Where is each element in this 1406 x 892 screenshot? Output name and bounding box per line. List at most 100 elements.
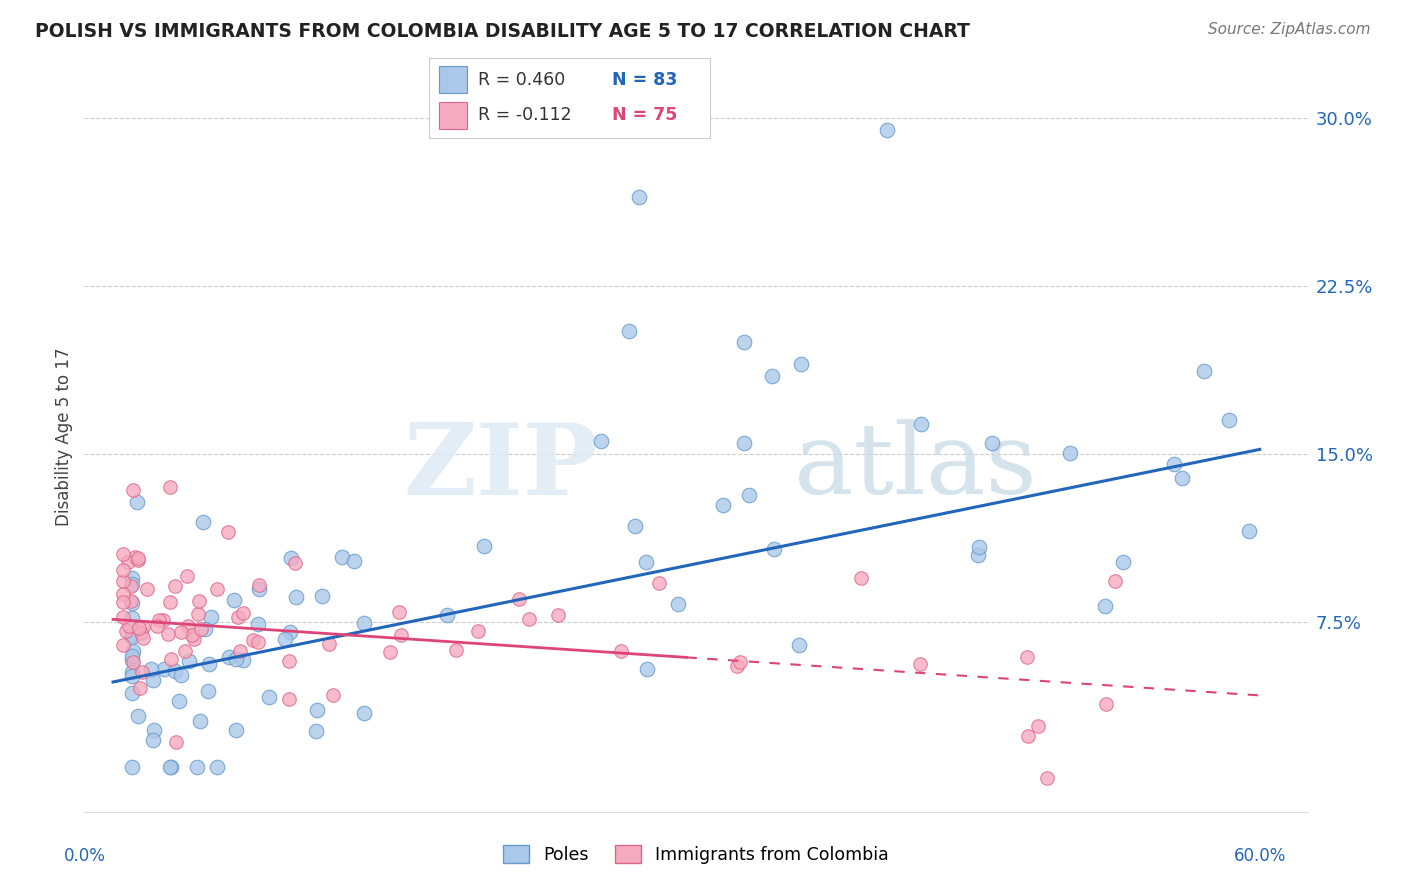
Point — [1094, 697, 1116, 711]
Point — [127, 553, 149, 567]
Point — [519, 612, 541, 626]
Point — [111, 563, 134, 577]
Point — [190, 622, 212, 636]
Point — [733, 435, 755, 450]
Point — [280, 625, 302, 640]
Point — [194, 622, 217, 636]
Point — [121, 611, 143, 625]
Point — [627, 189, 650, 203]
Point — [547, 607, 569, 622]
Point — [153, 662, 176, 676]
Point — [120, 593, 142, 607]
Point — [1112, 555, 1135, 569]
Point — [647, 575, 669, 590]
Point — [159, 594, 181, 608]
Point — [132, 620, 155, 634]
Point — [176, 619, 198, 633]
Point — [257, 690, 280, 704]
Point — [636, 662, 658, 676]
Point — [177, 654, 200, 668]
Point — [1239, 524, 1261, 539]
Point — [121, 665, 143, 680]
Point — [188, 594, 211, 608]
Point — [111, 574, 134, 588]
Point — [508, 591, 530, 606]
Point — [246, 634, 269, 648]
Point — [121, 628, 143, 642]
Point — [121, 571, 143, 585]
Text: 60.0%: 60.0% — [1233, 847, 1286, 865]
Legend: Poles, Immigrants from Colombia: Poles, Immigrants from Colombia — [496, 838, 896, 871]
Point — [148, 613, 170, 627]
Point — [910, 417, 932, 431]
Point — [225, 723, 247, 737]
Point — [274, 632, 297, 646]
Point — [121, 649, 143, 664]
Point — [128, 681, 150, 695]
Point — [343, 554, 366, 568]
Point — [159, 760, 181, 774]
Point — [278, 692, 301, 706]
Point — [1036, 771, 1059, 785]
Point — [111, 548, 134, 562]
Point — [1017, 649, 1039, 664]
Point — [247, 616, 270, 631]
Point — [165, 734, 187, 748]
Text: ZIP: ZIP — [404, 418, 598, 516]
Point — [115, 624, 138, 638]
Point — [285, 590, 308, 604]
Point — [128, 621, 150, 635]
Point — [876, 122, 898, 136]
Point — [284, 557, 307, 571]
Point — [152, 613, 174, 627]
Point — [121, 669, 143, 683]
Point — [112, 595, 135, 609]
Point — [910, 657, 932, 671]
Point — [142, 673, 165, 687]
Point — [183, 632, 205, 646]
Point — [1163, 457, 1185, 471]
Text: N = 75: N = 75 — [612, 106, 676, 124]
Point — [117, 555, 139, 569]
Bar — [439, 103, 467, 128]
Point — [591, 434, 613, 449]
Point — [610, 644, 633, 658]
Point — [474, 539, 496, 553]
Text: R = -0.112: R = -0.112 — [478, 106, 572, 124]
Point — [200, 610, 222, 624]
Point — [330, 550, 353, 565]
Point — [1171, 471, 1194, 485]
Point — [187, 607, 209, 621]
Point — [111, 587, 134, 601]
Point — [217, 525, 239, 540]
Point — [436, 607, 458, 622]
Point — [389, 628, 412, 642]
Point — [131, 665, 153, 679]
Point — [160, 760, 183, 774]
Point — [229, 644, 252, 658]
Point — [790, 358, 813, 372]
Point — [197, 684, 219, 698]
Point — [305, 723, 328, 738]
Point — [207, 760, 229, 774]
Point — [247, 578, 270, 592]
Point — [1017, 729, 1039, 743]
Point — [121, 655, 143, 669]
Point — [173, 644, 195, 658]
Point — [733, 334, 755, 349]
Point — [232, 606, 254, 620]
Point — [761, 368, 783, 383]
Point — [311, 589, 333, 603]
Point — [124, 549, 146, 564]
Point — [121, 760, 143, 774]
Point — [224, 593, 246, 607]
Point — [232, 653, 254, 667]
Point — [142, 723, 165, 738]
Point — [1028, 719, 1050, 733]
Point — [318, 637, 340, 651]
Point — [353, 706, 375, 720]
Point — [121, 686, 143, 700]
Point — [165, 664, 187, 678]
Point — [787, 639, 810, 653]
Point — [120, 579, 142, 593]
